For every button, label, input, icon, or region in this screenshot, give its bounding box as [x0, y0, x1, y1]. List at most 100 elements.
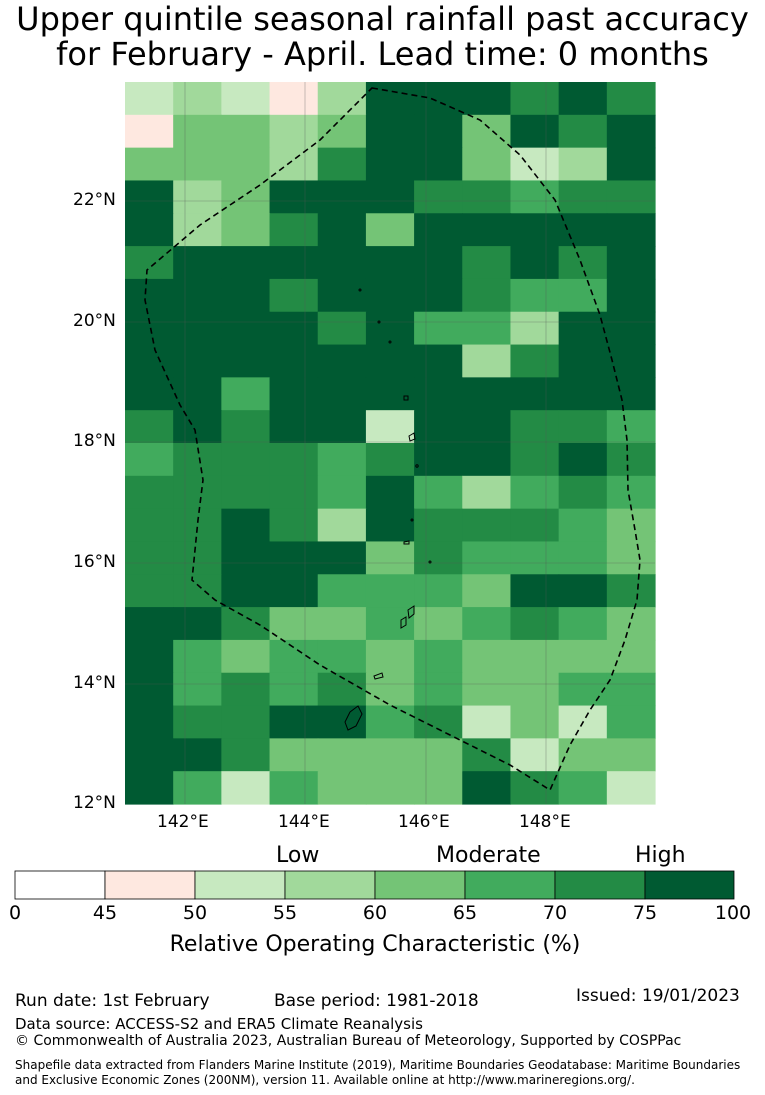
- shapefile-credit-line-1: Shapefile data extracted from Flanders M…: [15, 1058, 741, 1072]
- grid-cell: [221, 738, 271, 772]
- grid-cell: [365, 672, 415, 707]
- grid-cell: [510, 344, 560, 378]
- grid-cell: [125, 672, 174, 707]
- lon-label-144e: 144°E: [278, 812, 330, 832]
- grid-cell: [414, 82, 463, 116]
- grid-cell: [269, 475, 319, 510]
- grid-cell: [317, 771, 367, 805]
- grid-cell: [269, 213, 319, 247]
- grid-cell: [414, 574, 463, 608]
- grid-cell: [462, 508, 512, 543]
- grid-cell: [558, 443, 608, 477]
- grid-cell: [125, 508, 174, 543]
- grid-cell: [558, 672, 608, 707]
- grid-cell: [173, 147, 222, 182]
- grid-cell: [125, 114, 174, 149]
- colorbar-segment: [104, 870, 196, 900]
- grid-cell: [221, 705, 271, 739]
- grid-cell: [269, 574, 319, 608]
- colorbar: [14, 870, 735, 900]
- colorbar-tick-65: 65: [452, 902, 478, 924]
- colorbar-tick-0: 0: [8, 902, 22, 924]
- grid-cell: [173, 410, 222, 444]
- grid-cell: [221, 114, 271, 149]
- grid-cell: [317, 738, 367, 772]
- grid-cell: [462, 114, 512, 149]
- grid-cell: [606, 508, 656, 543]
- lat-label-22n: 22°N: [73, 190, 116, 210]
- colorbar-segment: [194, 870, 286, 900]
- grid-cell: [125, 607, 174, 641]
- grid-cell: [269, 147, 319, 182]
- grid-cell: [414, 377, 463, 411]
- grid-cell: [221, 246, 271, 280]
- category-high: High: [635, 843, 686, 868]
- grid-cell: [510, 278, 560, 313]
- lat-label-20n: 20°N: [73, 311, 116, 331]
- grid-cell: [365, 475, 415, 510]
- grid-cell: [173, 738, 222, 772]
- grid-cell: [414, 344, 463, 378]
- grid-cell: [317, 213, 367, 247]
- grid-cell: [125, 574, 174, 608]
- grid-cell: [173, 672, 222, 707]
- grid-cell: [317, 475, 367, 510]
- colorbar-tick-50: 50: [182, 902, 208, 924]
- grid-cell: [558, 475, 608, 510]
- base-period: Base period: 1981-2018: [274, 991, 479, 1011]
- grid-cell: [125, 639, 174, 674]
- maug-island-shape: [377, 320, 381, 324]
- grid-cell: [173, 278, 222, 313]
- grid-cell: [221, 475, 271, 510]
- grid-cell: [558, 344, 608, 378]
- grid-cell: [462, 377, 512, 411]
- grid-cell: [365, 607, 415, 641]
- grid-cell: [221, 82, 271, 116]
- data-source: Data source: ACCESS-S2 and ERA5 Climate …: [15, 1015, 423, 1033]
- grid-cell: [414, 705, 463, 739]
- grid-cell: [462, 475, 512, 510]
- grid-cell: [365, 541, 415, 575]
- grid-cell: [125, 443, 174, 477]
- grid-cell: [173, 213, 222, 247]
- grid-cell: [510, 475, 560, 510]
- grid-cell: [173, 246, 222, 280]
- grid-cell: [510, 410, 560, 444]
- grid-cell: [221, 377, 271, 411]
- grid-cell: [317, 114, 367, 149]
- grid-cell: [558, 180, 608, 214]
- grid-cell: [173, 771, 222, 805]
- grid-cell: [269, 705, 319, 739]
- grid-cell: [462, 705, 512, 739]
- grid-cell: [558, 246, 608, 280]
- grid-cell: [221, 639, 271, 674]
- grid-cell: [317, 278, 367, 313]
- colorbar-segment: [14, 870, 106, 900]
- colorbar-segment: [464, 870, 556, 900]
- grid-cell: [125, 344, 174, 378]
- grid-cell: [269, 443, 319, 477]
- lat-label-14n: 14°N: [73, 673, 116, 693]
- grid-cell: [365, 213, 415, 247]
- grid-cell: [269, 607, 319, 641]
- grid-cell: [558, 278, 608, 313]
- grid-cell: [462, 147, 512, 182]
- grid-cell: [173, 541, 222, 575]
- colorbar-tick-45: 45: [92, 902, 118, 924]
- grid-cell: [317, 443, 367, 477]
- grid-cell: [414, 410, 463, 444]
- grid-cell: [558, 82, 608, 116]
- grid-cell: [606, 278, 656, 313]
- grid-cell: [269, 246, 319, 280]
- grid-cell: [462, 672, 512, 707]
- grid-cell: [125, 147, 174, 182]
- grid-cell: [365, 246, 415, 280]
- grid-cell: [125, 246, 174, 280]
- grid-cell: [269, 541, 319, 575]
- grid-cell: [414, 213, 463, 247]
- grid-cell: [125, 410, 174, 444]
- grid-cell: [365, 508, 415, 543]
- grid-cell: [221, 213, 271, 247]
- grid-cell: [269, 672, 319, 707]
